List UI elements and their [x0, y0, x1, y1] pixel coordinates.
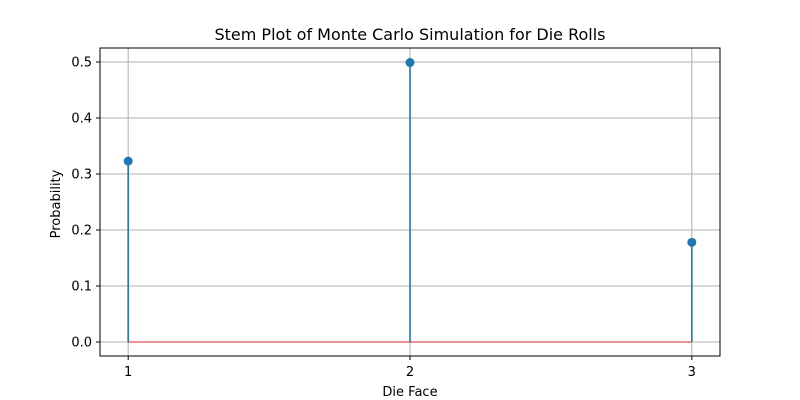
y-tick-label: 0.5: [71, 56, 92, 71]
stem-marker-3: [687, 237, 697, 247]
y-tick-label: 0.1: [71, 280, 92, 295]
x-axis-label: Die Face: [382, 385, 437, 400]
y-tick-label: 0.2: [71, 224, 92, 239]
y-tick-label: 0.3: [71, 168, 92, 183]
y-tick-label: 0.0: [71, 336, 92, 351]
stem-marker-2: [405, 58, 415, 68]
x-tick-label: 2: [406, 365, 414, 380]
stem-marker-1: [123, 156, 133, 166]
stem-markers: [123, 58, 697, 247]
chart-title: Stem Plot of Monte Carlo Simulation for …: [214, 25, 605, 44]
x-axis-ticks: 1 2 3: [124, 356, 696, 380]
x-tick-label: 1: [124, 365, 132, 380]
y-axis-label: Probability: [49, 169, 64, 238]
stems: [127, 62, 693, 342]
y-axis-ticks: 0.0 0.1 0.2 0.3 0.4 0.5: [71, 56, 100, 351]
y-tick-label: 0.4: [71, 112, 92, 127]
x-tick-label: 3: [688, 365, 696, 380]
